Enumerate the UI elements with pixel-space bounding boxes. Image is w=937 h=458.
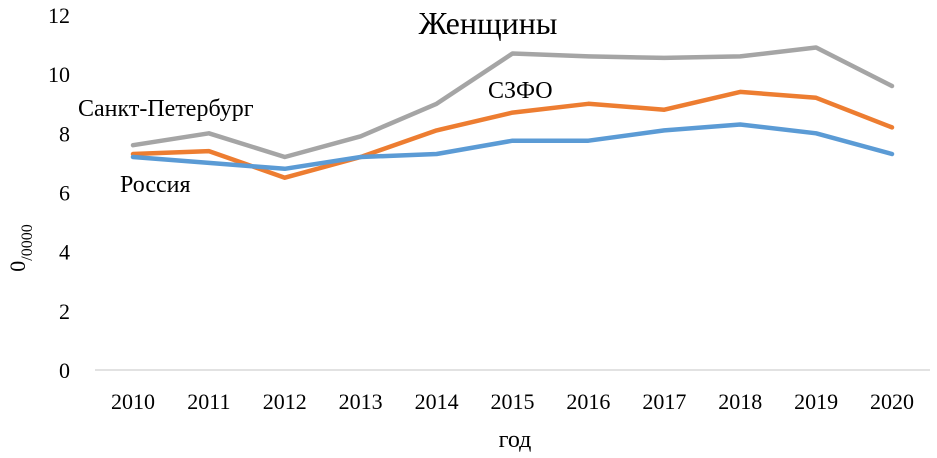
x-tick-label: 2014	[415, 389, 459, 414]
series-label-spb: Санкт-Петербург	[78, 96, 254, 122]
x-tick-label: 2012	[263, 389, 307, 414]
series-line-2	[130, 122, 895, 172]
x-tick-label: 2019	[794, 389, 838, 414]
x-tick-label: 2017	[642, 389, 686, 414]
y-tick-label: 6	[59, 181, 70, 206]
x-axis-title: год	[499, 427, 532, 453]
x-tick-label: 2013	[339, 389, 383, 414]
series-lines	[130, 45, 895, 180]
series-label-szfo: СЗФО	[488, 78, 553, 104]
series-line-0	[130, 45, 895, 160]
y-axis-ticks: 0 2 4 6 8 10 12	[48, 3, 70, 383]
y-axis-title: 0/0000	[5, 224, 36, 271]
chart-title: Женщины	[419, 5, 558, 41]
y-tick-label: 4	[59, 240, 70, 265]
x-tick-label: 2010	[111, 389, 155, 414]
y-axis-title-sub: /0000	[19, 224, 36, 260]
x-tick-label: 2016	[566, 389, 610, 414]
y-tick-label: 8	[59, 121, 70, 146]
x-tick-label: 2020	[870, 389, 914, 414]
x-tick-label: 2018	[718, 389, 762, 414]
x-axis-ticks: 2010 2011 2012 2013 2014 2015 2016 2017 2018 2019…	[111, 389, 914, 414]
y-tick-label: 0	[59, 358, 70, 383]
y-axis-title-base: 0	[5, 261, 30, 272]
y-tick-label: 10	[48, 62, 70, 87]
series-label-russia: Россия	[120, 172, 191, 198]
y-tick-label: 12	[48, 3, 70, 28]
x-tick-label: 2011	[187, 389, 230, 414]
y-tick-label: 2	[59, 299, 70, 324]
x-tick-label: 2015	[491, 389, 535, 414]
